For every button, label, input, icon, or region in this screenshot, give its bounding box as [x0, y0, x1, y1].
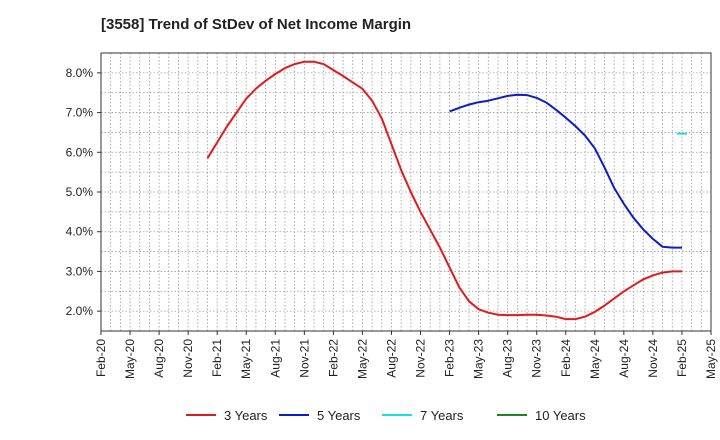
y-tick-label: 4.0%: [66, 225, 94, 239]
y-tick-label: 8.0%: [66, 66, 94, 80]
x-tick-label: May-25: [704, 339, 718, 379]
series-layer: [206, 60, 687, 321]
x-tick-label: Aug-21: [268, 339, 282, 378]
x-tick-label: Nov-20: [181, 339, 195, 378]
x-tick-label: May-24: [588, 339, 602, 379]
x-tick-label: Nov-24: [646, 339, 660, 378]
y-tick-label: 3.0%: [66, 264, 94, 278]
legend-layer: 3 Years 5 Years 7 Years 10 Years: [186, 408, 586, 423]
x-tick-label: May-23: [472, 339, 486, 379]
x-tick-label: Nov-21: [297, 339, 311, 378]
x-tick-label: Feb-25: [675, 339, 689, 377]
x-tick-label: Nov-22: [414, 339, 428, 378]
x-tick-label: May-22: [355, 339, 369, 379]
x-tick-label: Feb-24: [559, 339, 573, 377]
x-tick-label: Feb-23: [443, 339, 457, 377]
legend-label-5-years: 5 Years: [317, 408, 361, 423]
legend-label-7-years: 7 Years: [420, 408, 464, 423]
x-tick-label: Feb-21: [210, 339, 224, 377]
x-tick-label: Nov-23: [530, 339, 544, 378]
grid-layer: [100, 53, 712, 331]
x-tick-label: Feb-20: [94, 339, 108, 377]
axis-layer: 2.0% 3.0% 4.0% 5.0% 6.0% 7.0% 8.0% Feb-20 May-20…: [66, 66, 718, 379]
legend-label-3-years: 3 Years: [224, 408, 268, 423]
y-tick-label: 6.0%: [66, 145, 94, 159]
x-tick-label: Feb-22: [326, 339, 340, 377]
x-tick-label: May-21: [239, 339, 253, 379]
x-tick-label: Aug-24: [617, 339, 631, 378]
x-tick-label: Aug-23: [501, 339, 515, 378]
x-tick-label: Aug-22: [384, 339, 398, 378]
series-line-5-years: [449, 93, 682, 249]
y-tick-label: 5.0%: [66, 185, 94, 199]
legend-label-10-years: 10 Years: [535, 408, 586, 423]
y-tick-label: 2.0%: [66, 304, 94, 318]
series-line-3-years: [206, 60, 682, 321]
y-tick-label: 7.0%: [66, 106, 94, 120]
x-tick-label: May-20: [123, 339, 137, 379]
chart-title: [3558] Trend of StDev of Net Income Marg…: [101, 16, 412, 33]
x-tick-label: Aug-20: [152, 339, 166, 378]
